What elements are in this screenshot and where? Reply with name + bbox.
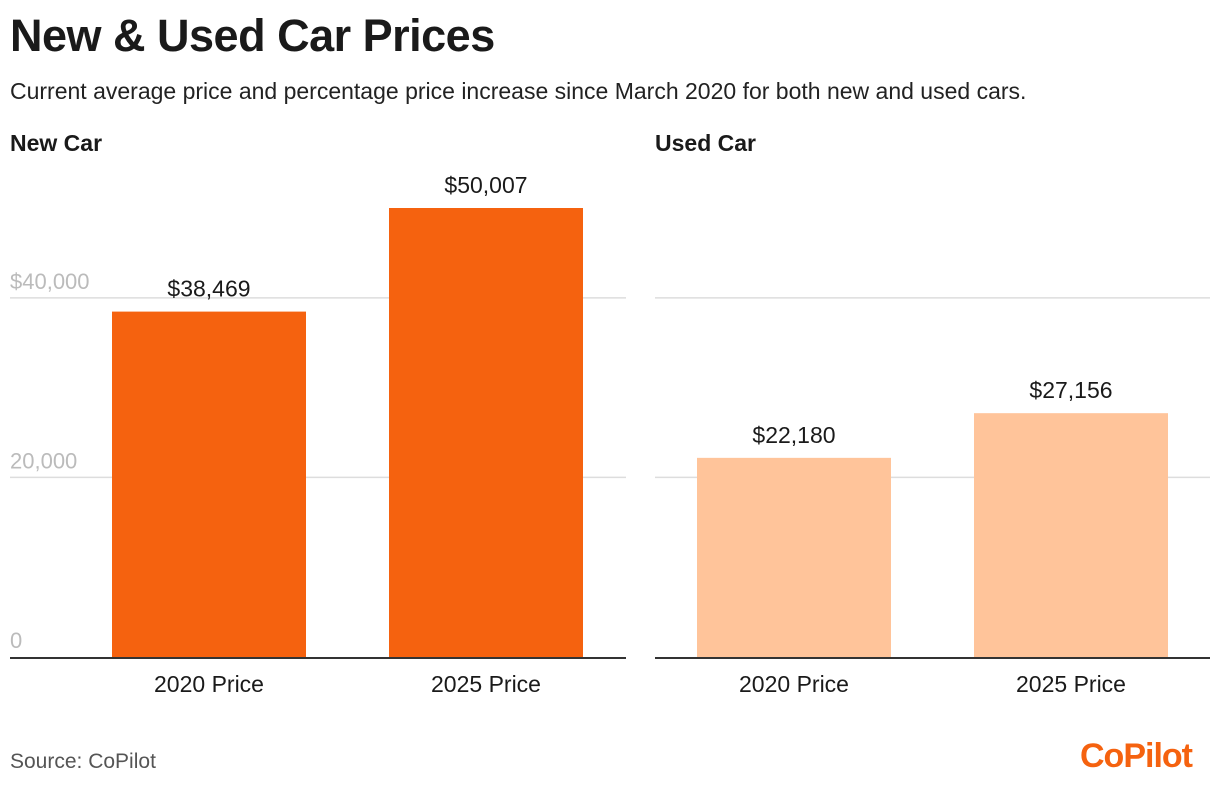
new-car-ytick-label: $40,000 bbox=[10, 269, 90, 294]
used-car-bar-value-label: $22,180 bbox=[752, 422, 835, 448]
used-car-bar bbox=[697, 457, 891, 657]
source-note: Source: CoPilot bbox=[10, 750, 156, 773]
svg-text:CoPilot: CoPilot bbox=[1080, 737, 1193, 774]
new-car-panel-title: New Car bbox=[10, 130, 102, 156]
chart-subtitle: Current average price and percentage pri… bbox=[10, 78, 1027, 104]
used-car-category-label: 2025 Price bbox=[1016, 671, 1126, 697]
used-car-bar bbox=[974, 413, 1168, 657]
new-car-bar bbox=[112, 311, 306, 657]
new-car-ytick-label: 20,000 bbox=[10, 448, 77, 473]
new-car-ytick-label: 0 bbox=[10, 628, 22, 653]
used-car-category-label: 2020 Price bbox=[739, 671, 849, 697]
new-car-bar-value-label: $38,469 bbox=[167, 276, 250, 302]
new-car-category-label: 2020 Price bbox=[154, 671, 264, 697]
new-car-category-label: 2025 Price bbox=[431, 671, 541, 697]
new-car-bar-value-label: $50,007 bbox=[444, 172, 527, 198]
used-car-panel-title: Used Car bbox=[655, 130, 756, 156]
copilot-logo: CoPilot bbox=[1080, 737, 1194, 774]
chart-title: New & Used Car Prices bbox=[10, 10, 495, 61]
used-car-bar-value-label: $27,156 bbox=[1029, 377, 1112, 403]
new-car-bar bbox=[389, 208, 583, 657]
